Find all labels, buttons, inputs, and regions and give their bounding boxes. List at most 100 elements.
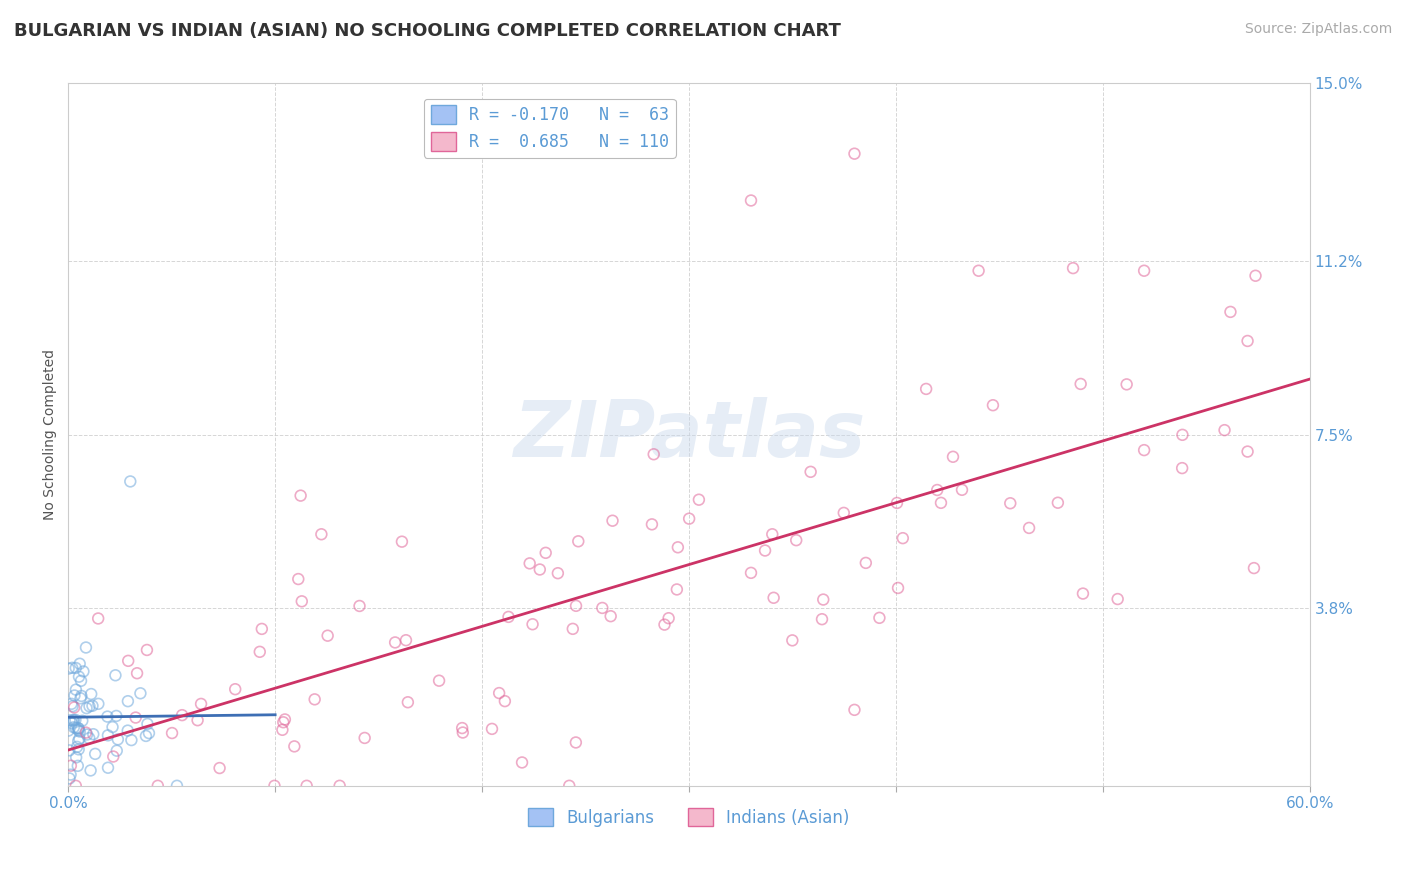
Point xyxy=(72,665,94,679)
Point xyxy=(65,682,87,697)
Point xyxy=(96,709,118,723)
Point xyxy=(688,492,710,507)
Point xyxy=(250,622,273,636)
Point xyxy=(529,562,551,576)
Point xyxy=(761,527,783,541)
Point xyxy=(58,661,80,675)
Point xyxy=(117,694,139,708)
Point xyxy=(70,689,93,703)
Point xyxy=(1236,444,1258,458)
Point xyxy=(1133,443,1156,458)
Point xyxy=(224,682,246,697)
Point xyxy=(60,697,83,711)
Point xyxy=(67,742,90,756)
Point xyxy=(1070,376,1092,391)
Point xyxy=(69,657,91,671)
Point xyxy=(785,533,807,548)
Point xyxy=(929,496,952,510)
Point xyxy=(643,447,665,461)
Point xyxy=(534,546,557,560)
Point xyxy=(481,722,503,736)
Point xyxy=(72,714,94,728)
Point xyxy=(136,643,159,657)
Point xyxy=(87,611,110,625)
Point xyxy=(666,541,689,555)
Point xyxy=(87,697,110,711)
Point xyxy=(762,591,785,605)
Point xyxy=(1107,592,1129,607)
Point xyxy=(249,645,271,659)
Point xyxy=(519,557,541,571)
Point xyxy=(82,698,104,713)
Point xyxy=(855,556,877,570)
Point xyxy=(558,779,581,793)
Point xyxy=(63,689,86,703)
Point xyxy=(271,723,294,737)
Point xyxy=(70,673,93,688)
Point xyxy=(678,511,700,525)
Point xyxy=(844,146,866,161)
Point xyxy=(79,699,101,714)
Point xyxy=(146,779,169,793)
Point xyxy=(349,599,371,613)
Point xyxy=(166,779,188,793)
Point xyxy=(129,686,152,700)
Point xyxy=(283,739,305,754)
Point xyxy=(59,758,82,772)
Point xyxy=(329,779,352,793)
Point xyxy=(67,734,90,748)
Point xyxy=(58,743,80,757)
Point xyxy=(391,534,413,549)
Point xyxy=(60,716,83,731)
Point xyxy=(396,695,419,709)
Point xyxy=(498,610,520,624)
Point xyxy=(1062,261,1084,276)
Point xyxy=(58,714,80,728)
Point xyxy=(740,194,762,208)
Point xyxy=(782,633,804,648)
Point xyxy=(125,666,148,681)
Point xyxy=(67,670,90,684)
Point xyxy=(79,764,101,778)
Point xyxy=(1236,334,1258,348)
Point xyxy=(69,691,91,706)
Point xyxy=(80,687,103,701)
Point xyxy=(172,708,194,723)
Text: ZIPatlas: ZIPatlas xyxy=(513,397,865,473)
Point xyxy=(1018,521,1040,535)
Point xyxy=(101,720,124,734)
Point xyxy=(97,761,120,775)
Point xyxy=(274,713,297,727)
Point xyxy=(65,661,87,675)
Point xyxy=(395,633,418,648)
Point xyxy=(1171,461,1194,475)
Point xyxy=(1219,305,1241,319)
Point xyxy=(58,723,80,738)
Point xyxy=(62,699,84,714)
Point xyxy=(1171,427,1194,442)
Point xyxy=(67,731,90,746)
Point xyxy=(844,703,866,717)
Point xyxy=(1071,586,1094,600)
Point xyxy=(295,779,318,793)
Point xyxy=(1213,423,1236,437)
Point xyxy=(62,713,84,727)
Point xyxy=(65,750,87,764)
Point xyxy=(510,756,533,770)
Point xyxy=(75,725,97,739)
Point xyxy=(67,723,90,738)
Point xyxy=(76,727,98,741)
Point xyxy=(82,727,104,741)
Point xyxy=(451,721,474,735)
Point xyxy=(832,506,855,520)
Point xyxy=(547,566,569,581)
Point xyxy=(120,733,142,747)
Point xyxy=(160,726,183,740)
Point xyxy=(208,761,231,775)
Point xyxy=(565,735,588,749)
Point xyxy=(66,759,89,773)
Point xyxy=(291,594,314,608)
Point xyxy=(271,715,294,730)
Point xyxy=(1000,496,1022,510)
Point xyxy=(311,527,333,541)
